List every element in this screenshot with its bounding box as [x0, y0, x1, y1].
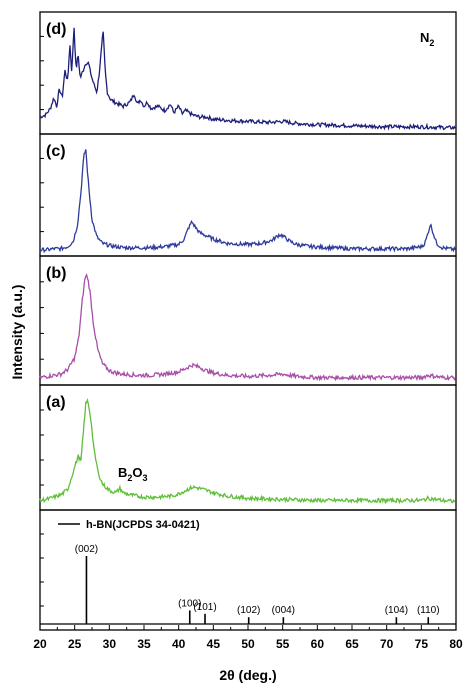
n2-annotation: N2 [420, 30, 434, 48]
panel-frame-2 [39, 255, 457, 386]
series-line-a [39, 397, 456, 505]
x-tick-label: 50 [241, 637, 255, 651]
panel-frame-0 [39, 11, 457, 135]
x-tick-label: 60 [311, 637, 325, 651]
panel-label: (d) [46, 21, 66, 38]
panel-label: (c) [46, 143, 66, 160]
series-line-b [39, 273, 456, 382]
x-axis-label: 2θ (deg.) [219, 667, 276, 683]
x-tick-label: 70 [380, 637, 394, 651]
panel-label: (a) [46, 394, 66, 411]
y-axis-label: Intensity (a.u.) [9, 285, 25, 380]
peak-label: (004) [272, 605, 295, 616]
x-tick-label: 65 [345, 637, 359, 651]
x-tick-label: 30 [103, 637, 117, 651]
x-tick-label: 40 [172, 637, 186, 651]
panel-frame-1 [39, 133, 457, 257]
peak-label: (104) [385, 605, 408, 616]
x-tick-label: 75 [415, 637, 429, 651]
x-tick-label: 20 [33, 637, 47, 651]
reference-label: h-BN(JCPDS 34-0421) [86, 519, 200, 531]
peak-label: (110) [417, 605, 440, 616]
x-tick-label: 45 [207, 637, 221, 651]
x-tick-label: 80 [449, 637, 463, 651]
x-axis: 20 25 30 35 40 45 50 55 60 65 70 75 80 [33, 625, 463, 651]
series-line-d [39, 27, 456, 131]
peak-label: (102) [237, 605, 260, 616]
panels-group: (d) N2 (c) (b) (a) B2O3 h-BN(JCPDS 34-0421) (00… [39, 11, 457, 631]
panel-frame-3 [39, 384, 457, 511]
panel-label: (b) [46, 265, 66, 282]
series-line-c [39, 149, 456, 254]
peak-label: (100) [178, 598, 201, 609]
x-tick-label: 55 [276, 637, 290, 651]
peak-label: (101) [193, 602, 216, 613]
x-tick-label: 35 [137, 637, 151, 651]
b2o3-annotation: B2O3 [118, 465, 148, 483]
x-tick-label: 25 [68, 637, 82, 651]
peak-label: (002) [75, 544, 98, 555]
